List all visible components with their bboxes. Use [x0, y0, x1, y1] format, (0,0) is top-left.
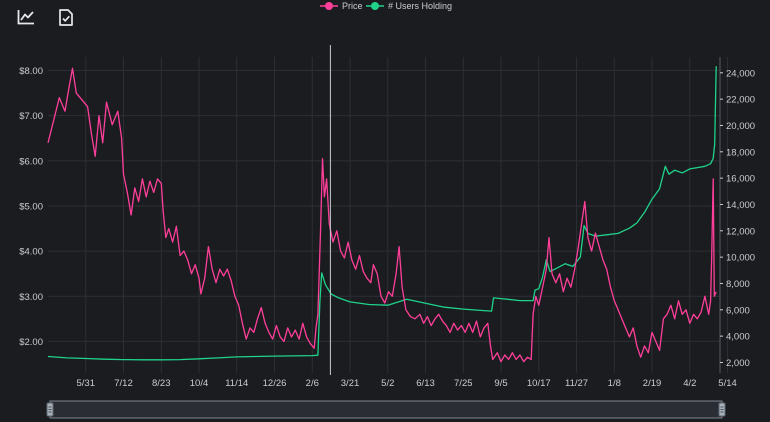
left-axis-ticks: $2.00 $3.00 $4.00 $5.00 $6.00 $7.00 $8.00	[19, 66, 43, 348]
zoom-slider-track	[49, 400, 723, 419]
x-tick-label: 7/25	[454, 378, 473, 389]
x-tick-label: 12/26	[263, 378, 287, 389]
x-tick-label: 3/21	[341, 378, 360, 389]
x-tick-label: 11/14	[225, 378, 248, 389]
zoom-slider-left-handle[interactable]	[46, 402, 54, 417]
y-right-tick-label: 16,000	[726, 174, 755, 185]
x-tick-label: 5/31	[77, 378, 96, 389]
x-tick-label: 2/19	[643, 378, 662, 389]
legend-item-users[interactable]: # Users Holding	[366, 1, 452, 11]
x-tick-label: 4/2	[683, 378, 696, 389]
x-tick-label: 5/14	[718, 378, 737, 389]
file-check-icon	[59, 8, 73, 26]
line-chart-button[interactable]	[14, 6, 38, 28]
users-holding-series-line	[47, 66, 717, 361]
x-axis-ticks: 5/31 7/12 8/23 10/4 11/14 12/26 2/6 3/21 5/2 6/13…	[77, 378, 737, 389]
y-right-tick-label: 22,000	[726, 95, 755, 106]
x-tick-label: 10/17	[527, 378, 551, 389]
x-tick-label: 7/12	[114, 378, 133, 389]
y-right-tick-label: 14,000	[726, 200, 755, 211]
x-tick-label: 11/27	[565, 378, 588, 389]
zoom-slider-right-handle[interactable]	[718, 402, 726, 417]
legend: Price # Users Holding	[320, 1, 452, 11]
x-tick-label: 1/8	[608, 378, 621, 389]
y-right-tick-label: 4,000	[726, 332, 750, 343]
grid	[48, 57, 729, 373]
price-series-line	[47, 67, 717, 363]
y-right-tick-label: 10,000	[726, 253, 755, 264]
series-lines	[47, 66, 717, 363]
y-left-tick-label: $3.00	[19, 292, 43, 303]
y-right-tick-label: 2,000	[726, 358, 750, 369]
x-tick-label: 8/23	[152, 378, 171, 389]
y-left-tick-label: $8.00	[19, 66, 43, 77]
export-file-button[interactable]	[54, 6, 78, 28]
y-left-tick-label: $2.00	[19, 337, 43, 348]
line-chart-icon	[17, 10, 34, 25]
y-right-tick-label: 20,000	[726, 121, 755, 132]
legend-marker-users	[371, 2, 379, 10]
legend-item-price[interactable]: Price	[320, 1, 363, 11]
y-left-tick-label: $6.00	[19, 156, 43, 167]
legend-marker-price	[325, 2, 333, 10]
x-tick-label: 2/6	[306, 378, 319, 389]
x-tick-label: 5/2	[381, 378, 394, 389]
y-left-tick-label: $7.00	[19, 111, 43, 122]
x-tick-label: 9/5	[494, 378, 507, 389]
y-right-tick-label: 12,000	[726, 226, 755, 237]
x-tick-label: 10/4	[190, 378, 209, 389]
zoom-slider[interactable]	[46, 400, 726, 419]
legend-label-price: Price	[342, 1, 363, 11]
x-tick-label: 6/13	[416, 378, 435, 389]
y-right-tick-label: 24,000	[726, 68, 755, 79]
y-left-tick-label: $5.00	[19, 201, 43, 212]
y-right-tick-label: 6,000	[726, 305, 750, 316]
y-left-tick-label: $4.00	[19, 247, 43, 258]
y-right-tick-label: 8,000	[726, 279, 750, 290]
legend-label-users: # Users Holding	[388, 1, 452, 11]
y-right-tick-label: 18,000	[726, 147, 755, 158]
toolbar	[14, 6, 78, 28]
right-axis-ticks: 2,000 4,000 6,000 8,000 10,000 12,000 14,000 16…	[720, 68, 755, 369]
